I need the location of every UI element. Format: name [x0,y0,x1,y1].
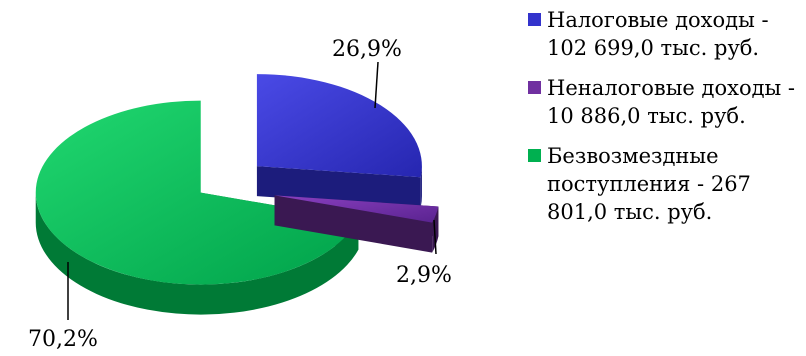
legend-item-tax-revenue: Налоговые доходы - 102 699,0 тыс. руб. [528,6,804,62]
legend-item-nontax-revenue: Неналоговые доходы - 10 886,0 тыс. руб. [528,74,804,130]
slice-1-wall-1 [274,195,433,253]
legend-swatch-nontax-revenue [528,81,541,94]
pie-chart: 26,9% 2,9% 70,2% [28,37,452,352]
legend-swatch-gratuitous-receipts [528,149,541,162]
data-label-slice-0: 26,9% [332,37,402,62]
legend-label-tax-revenue: Налоговые доходы - 102 699,0 тыс. руб. [547,8,769,60]
legend-item-gratuitous-receipts: Безвозмездные поступления - 267 801,0 ты… [528,142,804,226]
leader-line-slice-1 [433,219,437,255]
pie-slice-2 [35,100,359,285]
legend-label-gratuitous-receipts: Безвозмездные поступления - 267 801,0 ты… [547,144,751,224]
slice-2-outer-wall [35,192,359,315]
pie-slice-0 [256,74,422,178]
pie-slice-1 [274,195,439,223]
data-label-slice-2: 70,2% [28,327,98,352]
slice-0-outer-wall [420,166,422,208]
leader-line-slice-0 [374,61,379,109]
legend-swatch-tax-revenue [528,13,541,26]
legend-label-nontax-revenue: Неналоговые доходы - 10 886,0 тыс. руб. [547,76,796,128]
legend: Налоговые доходы - 102 699,0 тыс. руб. Н… [528,6,804,238]
data-label-slice-1: 2,9% [396,263,452,288]
